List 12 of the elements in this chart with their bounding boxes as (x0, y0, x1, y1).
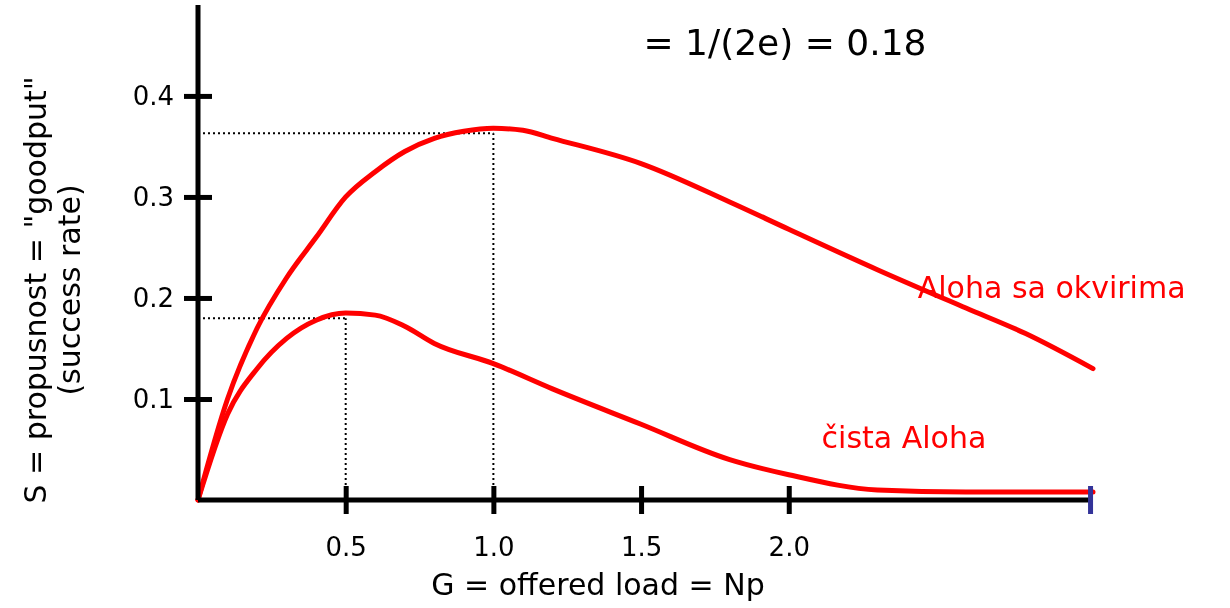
text: = 1/(2e) = 0.18 (643, 22, 927, 63)
x-axis-title: G = offered load = Np (431, 567, 765, 602)
x-tick-label: 2.0 (768, 532, 810, 563)
y-tick-label: 0.3 (132, 181, 174, 212)
y-axis-title: S = propusnost = "goodput" (success rate) (18, 76, 87, 504)
x-tick-label: 1.5 (620, 532, 663, 563)
y-tick-label: 0.1 (132, 383, 174, 414)
x-tick-label: 0.5 (325, 532, 367, 563)
x-tick-label: 1.0 (473, 532, 515, 563)
y-tick-label: 0.4 (132, 80, 174, 111)
y-tick-label: 0.2 (132, 282, 174, 313)
series-label: čista Aloha (821, 419, 987, 455)
